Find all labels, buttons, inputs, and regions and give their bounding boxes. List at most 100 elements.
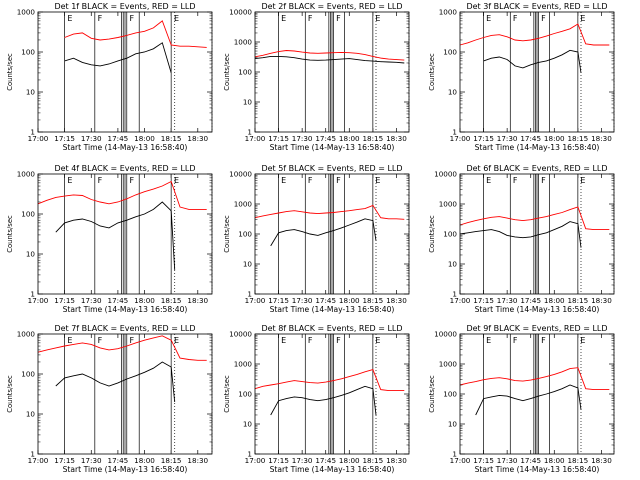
interval-label: F xyxy=(513,14,518,23)
y-tick-label: 1000 xyxy=(439,8,458,17)
x-axis-label: Start Time (14-May-13 16:58:40) xyxy=(475,465,600,474)
x-tick-label: 18:00 xyxy=(339,296,360,305)
y-tick-label: 100 xyxy=(238,230,252,239)
y-tick-label: 1000 xyxy=(17,170,36,179)
x-axis-label: Start Time (14-May-13 16:58:40) xyxy=(63,465,188,474)
chart-panel-3: Det 3f BLACK = Events, RED = LLD E F F E 17:0… xyxy=(428,2,615,152)
y-tick-label: 1 xyxy=(247,450,252,459)
y-axis-label: Counts/sec xyxy=(6,215,14,253)
x-tick-label: 17:00 xyxy=(28,456,49,465)
x-tick-label: 17:45 xyxy=(315,296,336,305)
panel-title: Det 6f BLACK = Events, RED = LLD xyxy=(466,164,607,173)
y-tick-label: 1000 xyxy=(17,8,36,17)
x-tick-label: 18:30 xyxy=(187,134,208,143)
y-tick-label: 10000 xyxy=(434,330,457,339)
y-tick-label: 10 xyxy=(448,420,458,429)
interval-label: E xyxy=(67,336,72,345)
interval-label: E xyxy=(375,14,380,23)
interval-label: F xyxy=(541,176,546,185)
plot-frame xyxy=(37,11,213,133)
chart-panel-8: Det 8f BLACK = Events, RED = LLD E F F E 17:0… xyxy=(223,324,410,474)
interval-label: E xyxy=(281,336,286,345)
interval-label: E xyxy=(67,14,72,23)
y-tick-label: 100 xyxy=(21,370,35,379)
x-tick-label: 17:30 xyxy=(81,134,102,143)
y-axis-label: Counts/sec xyxy=(6,375,14,413)
series-black-line xyxy=(475,384,582,416)
x-tick-label: 18:00 xyxy=(339,456,360,465)
y-tick-label: 10000 xyxy=(229,170,252,179)
x-tick-label: 17:45 xyxy=(520,456,541,465)
interval-label: E xyxy=(174,336,179,345)
series-red-line xyxy=(37,180,207,210)
x-tick-label: 17:00 xyxy=(28,296,49,305)
y-tick-label: 10 xyxy=(243,98,253,107)
y-tick-label: 1000 xyxy=(439,200,458,209)
panel-title: Det 8f BLACK = Events, RED = LLD xyxy=(261,324,402,333)
y-tick-label: 100 xyxy=(21,48,35,57)
interval-label: E xyxy=(486,336,491,345)
series-black-line xyxy=(64,42,172,74)
x-tick-label: 17:00 xyxy=(450,456,471,465)
y-tick-label: 10 xyxy=(448,260,458,269)
x-tick-label: 18:00 xyxy=(544,134,565,143)
series-black-line xyxy=(483,49,582,73)
y-tick-label: 1 xyxy=(452,128,457,137)
interval-label: F xyxy=(130,176,135,185)
y-tick-label: 1 xyxy=(452,450,457,459)
y-tick-label: 1000 xyxy=(234,200,253,209)
x-tick-label: 18:30 xyxy=(591,296,612,305)
interval-label: E xyxy=(174,176,179,185)
y-tick-label: 10000 xyxy=(229,8,252,17)
y-axis-label: Counts/sec xyxy=(428,375,436,413)
interval-label: E xyxy=(486,176,491,185)
x-tick-label: 17:00 xyxy=(245,134,266,143)
y-tick-label: 10 xyxy=(448,88,458,97)
interval-label: E xyxy=(281,14,286,23)
x-tick-label: 18:15 xyxy=(567,134,588,143)
interval-label: E xyxy=(375,176,380,185)
interval-label: F xyxy=(130,14,135,23)
chart-panel-6: Det 6f BLACK = Events, RED = LLD E F F E 17:0… xyxy=(428,164,615,314)
interval-label: F xyxy=(308,336,313,345)
x-axis-label: Start Time (14-May-13 16:58:40) xyxy=(475,305,600,314)
y-tick-label: 1 xyxy=(247,290,252,299)
y-tick-label: 10 xyxy=(243,260,253,269)
x-tick-label: 17:00 xyxy=(450,296,471,305)
interval-label: F xyxy=(98,176,103,185)
interval-label: F xyxy=(513,176,518,185)
y-tick-label: 100 xyxy=(443,230,457,239)
x-tick-label: 18:15 xyxy=(362,296,383,305)
y-tick-label: 1 xyxy=(452,290,457,299)
y-axis-label: Counts/sec xyxy=(223,375,231,413)
x-tick-label: 17:30 xyxy=(81,296,102,305)
interval-label: F xyxy=(130,336,135,345)
y-tick-label: 100 xyxy=(238,68,252,77)
interval-label: E xyxy=(67,176,72,185)
x-tick-label: 18:00 xyxy=(544,456,565,465)
series-red-line xyxy=(254,369,405,392)
interval-label: F xyxy=(336,336,341,345)
x-tick-label: 18:15 xyxy=(161,296,182,305)
panel-title: Det 1f BLACK = Events, RED = LLD xyxy=(54,2,195,11)
x-tick-label: 17:15 xyxy=(54,134,75,143)
panel-title: Det 4f BLACK = Events, RED = LLD xyxy=(54,164,195,173)
x-tick-label: 17:45 xyxy=(108,134,129,143)
series-red-line xyxy=(459,367,610,391)
interval-label: E xyxy=(486,14,491,23)
x-tick-label: 18:15 xyxy=(567,296,588,305)
panel-title: Det 3f BLACK = Events, RED = LLD xyxy=(466,2,607,11)
x-tick-label: 17:15 xyxy=(54,456,75,465)
panel-title: Det 7f BLACK = Events, RED = LLD xyxy=(54,324,195,333)
panel-title: Det 9f BLACK = Events, RED = LLD xyxy=(466,324,607,333)
x-tick-label: 17:45 xyxy=(108,296,129,305)
x-axis-label: Start Time (14-May-13 16:58:40) xyxy=(270,465,395,474)
plot-frame xyxy=(459,11,615,133)
y-tick-label: 10000 xyxy=(229,330,252,339)
y-tick-label: 10000 xyxy=(434,170,457,179)
x-axis-label: Start Time (14-May-13 16:58:40) xyxy=(63,143,188,152)
x-tick-label: 18:00 xyxy=(134,296,155,305)
y-tick-label: 100 xyxy=(238,390,252,399)
series-red-line xyxy=(64,20,207,48)
